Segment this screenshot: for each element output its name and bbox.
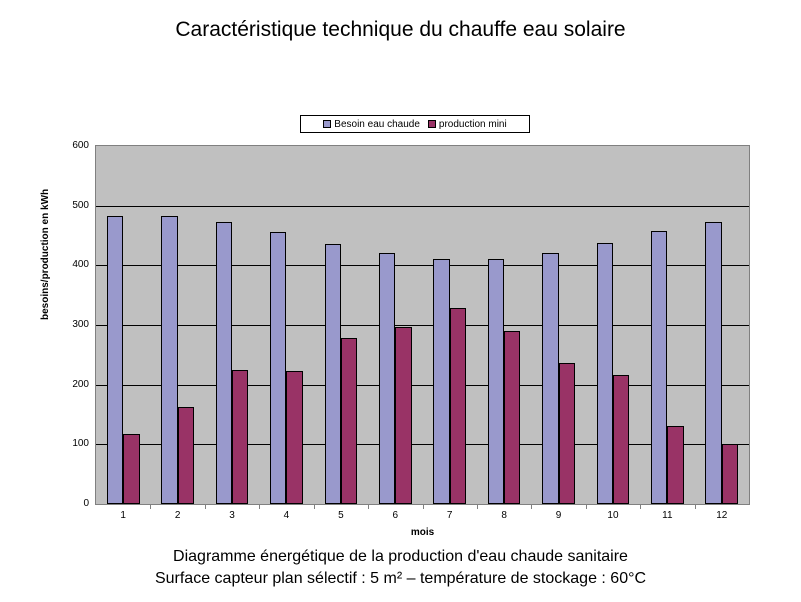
chart-x-tick-mark	[640, 505, 641, 509]
bar-production	[722, 444, 738, 504]
chart-y-tick: 600	[49, 140, 89, 151]
chart-y-tick: 0	[49, 498, 89, 509]
chart-x-axis-label: mois	[95, 527, 750, 538]
legend-item-prod: production mini	[428, 119, 507, 130]
page-title: Caractéristique technique du chauffe eau…	[0, 18, 801, 42]
chart-x-tick: 5	[326, 510, 356, 521]
chart-x-tick-mark	[314, 505, 315, 509]
bar-production	[178, 407, 194, 504]
chart-y-tick: 200	[49, 379, 89, 390]
bar-besoin	[433, 259, 449, 504]
bar-besoin	[379, 253, 395, 504]
legend-swatch-prod	[428, 120, 436, 128]
bar-production	[559, 363, 575, 504]
chart-y-tick: 100	[49, 438, 89, 449]
chart-x-tick-mark	[259, 505, 260, 509]
page: { "title": "Caractéristique technique du…	[0, 0, 801, 602]
bar-production	[286, 371, 302, 504]
bar-besoin	[597, 243, 613, 504]
bar-besoin	[107, 216, 123, 504]
chart-x-tick-mark	[586, 505, 587, 509]
bar-besoin	[542, 253, 558, 504]
chart-x-tick-mark	[695, 505, 696, 509]
bar-production	[450, 308, 466, 504]
chart-x-tick: 2	[163, 510, 193, 521]
chart-x-tick: 11	[652, 510, 682, 521]
chart-x-tick: 7	[435, 510, 465, 521]
legend-label-prod: production mini	[439, 119, 507, 130]
chart-y-tick: 400	[49, 259, 89, 270]
bar-production	[504, 331, 520, 504]
bar-besoin	[161, 216, 177, 504]
bar-production	[341, 338, 357, 504]
chart-y-tick: 300	[49, 319, 89, 330]
chart-x-tick-mark	[531, 505, 532, 509]
chart-x-tick: 4	[271, 510, 301, 521]
chart-x-tick-mark	[205, 505, 206, 509]
bar-besoin	[216, 222, 232, 504]
bar-production	[395, 327, 411, 504]
bar-production	[232, 370, 248, 504]
chart-y-axis-label: besoins/production en kWh	[40, 189, 51, 320]
chart-x-tick: 8	[489, 510, 519, 521]
chart-x-tick: 6	[380, 510, 410, 521]
legend-item-besoin: Besoin eau chaude	[323, 119, 420, 130]
legend-swatch-besoin	[323, 120, 331, 128]
chart-x-tick: 3	[217, 510, 247, 521]
bar-besoin	[651, 231, 667, 504]
bar-production	[667, 426, 683, 504]
bar-besoin	[488, 259, 504, 504]
chart-x-tick-mark	[150, 505, 151, 509]
caption-line-2: Surface capteur plan sélectif : 5 m² – t…	[0, 570, 801, 588]
chart-x-tick-mark	[368, 505, 369, 509]
chart-x-tick: 1	[108, 510, 138, 521]
chart-gridline	[96, 206, 749, 207]
legend-label-besoin: Besoin eau chaude	[334, 119, 420, 130]
bar-production	[613, 375, 629, 504]
caption-line-1: Diagramme énergétique de la production d…	[0, 548, 801, 566]
bar-besoin	[705, 222, 721, 504]
bar-besoin	[325, 244, 341, 504]
bar-besoin	[270, 232, 286, 504]
chart-x-tick-mark	[423, 505, 424, 509]
chart-x-tick: 12	[707, 510, 737, 521]
chart-x-tick: 10	[598, 510, 628, 521]
chart-legend: Besoin eau chaude production mini	[300, 115, 530, 133]
chart-x-tick-mark	[477, 505, 478, 509]
chart-y-tick: 500	[49, 200, 89, 211]
bar-production	[123, 434, 139, 504]
chart-x-tick: 9	[544, 510, 574, 521]
